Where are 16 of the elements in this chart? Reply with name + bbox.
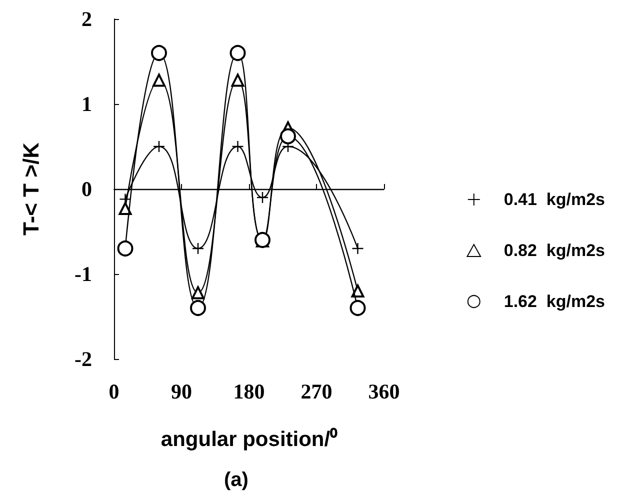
- y-tick-label: 0: [82, 177, 92, 201]
- y-tick-label: 2: [82, 7, 92, 31]
- x-axis-title: angular position/⁰: [160, 427, 338, 451]
- x-tick-label: 360: [368, 380, 400, 404]
- x-tick-label: 0: [108, 380, 120, 404]
- y-tick-label: 1: [82, 92, 92, 116]
- y-tick-label: -2: [74, 347, 92, 371]
- legend-label: 0.82 kg/m2s: [504, 241, 606, 260]
- y-axis-title: T-< T >/K: [18, 142, 44, 236]
- legend-label: 1.62 kg/m2s: [504, 292, 606, 311]
- legend-label: 0.41 kg/m2s: [504, 190, 606, 209]
- x-tick-label: 270: [300, 380, 332, 404]
- x-tick-label: 90: [171, 380, 192, 404]
- text: (a): [224, 469, 248, 491]
- y-tick-label: -1: [74, 262, 92, 286]
- x-tick-label: 180: [233, 380, 265, 404]
